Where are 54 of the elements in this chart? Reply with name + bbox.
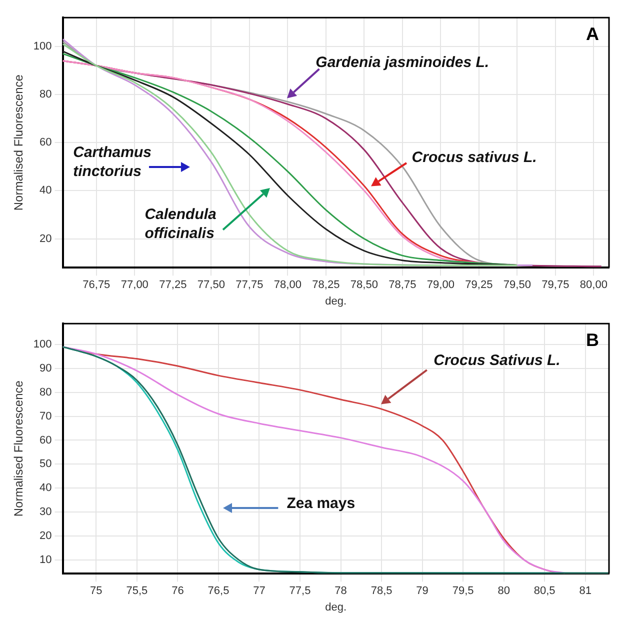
x-tick-label: 75 — [90, 585, 102, 598]
x-tick-label: 77,25 — [159, 279, 187, 292]
y-tick-label: 10 — [40, 554, 52, 566]
x-tick-label: 77,00 — [120, 279, 148, 292]
x-tick-label: 79,50 — [503, 279, 531, 292]
x-tick-label: 80,00 — [580, 279, 608, 292]
annotation: Crocus sativus L. — [412, 148, 538, 167]
x-tick-label: 76 — [172, 585, 184, 598]
x-tick-label: 75,5 — [126, 585, 148, 598]
y-axis-title: Normalised Fluorescence — [12, 74, 26, 211]
x-tick-label: 79 — [416, 585, 428, 598]
annotation: Carthamus tinctorius — [73, 142, 152, 181]
x-tick-label: 80 — [498, 585, 510, 598]
annotation: Calendula officinalis — [144, 205, 218, 244]
x-tick-label: 79,5 — [452, 585, 474, 598]
x-tick-label: 77,5 — [289, 585, 311, 598]
y-axis-title: Normalised Fluorescence — [12, 380, 26, 517]
y-tick-label: 80 — [40, 88, 52, 101]
y-tick-label: 60 — [40, 434, 52, 446]
x-tick-label: 79,00 — [426, 279, 454, 292]
x-axis-title: deg. — [325, 295, 347, 308]
x-tick-label: 78,75 — [388, 279, 416, 292]
chart-title: B — [586, 330, 599, 351]
x-tick-label: 77,75 — [236, 279, 264, 292]
x-axis-title: deg. — [325, 601, 347, 614]
annotation: Crocus Sativus L. — [434, 351, 562, 370]
x-tick-label: 81 — [579, 585, 592, 598]
y-tick-label: 30 — [40, 506, 52, 518]
x-tick-label: 76,75 — [82, 279, 110, 292]
y-tick-label: 20 — [40, 530, 52, 542]
x-tick-label: 77,50 — [197, 279, 225, 292]
y-tick-label: 70 — [40, 410, 52, 422]
x-tick-label: 78,00 — [274, 279, 302, 292]
x-tick-label: 78,25 — [312, 279, 340, 292]
y-tick-label: 20 — [40, 232, 52, 245]
x-tick-label: 78,50 — [350, 279, 378, 292]
x-tick-label: 78 — [334, 585, 347, 598]
x-tick-label: 77 — [253, 585, 266, 598]
y-tick-label: 100 — [33, 40, 52, 52]
x-tick-label: 80,5 — [534, 585, 556, 598]
y-tick-label: 60 — [40, 136, 52, 149]
y-tick-label: 40 — [40, 482, 52, 494]
annotation: Zea mays — [286, 494, 356, 513]
x-tick-label: 76,5 — [208, 585, 230, 598]
y-tick-label: 90 — [40, 362, 52, 374]
x-tick-label: 79,75 — [542, 279, 570, 292]
x-tick-label: 78,5 — [370, 585, 392, 598]
y-tick-label: 40 — [40, 184, 52, 197]
chart-title: A — [586, 24, 599, 45]
y-tick-label: 50 — [40, 458, 52, 470]
x-tick-label: 79,25 — [465, 279, 493, 292]
annotation: Gardenia jasminoides L. — [316, 52, 490, 72]
y-tick-label: 100 — [33, 338, 52, 350]
y-tick-label: 80 — [40, 386, 52, 398]
